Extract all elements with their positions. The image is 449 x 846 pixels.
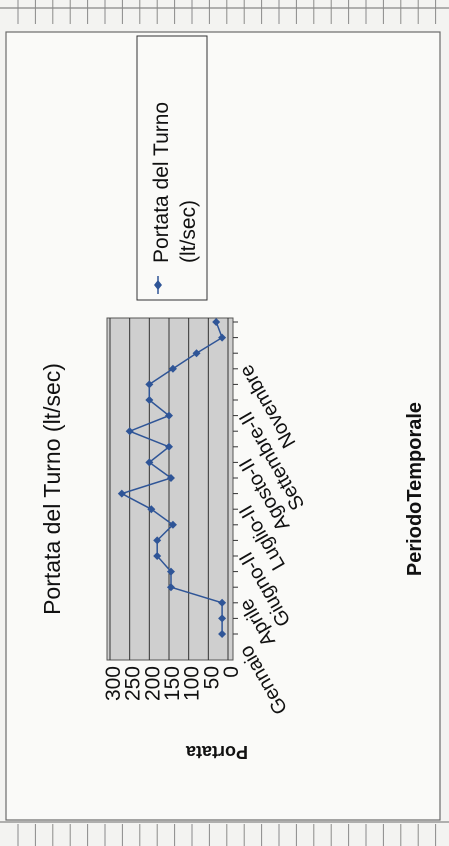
data-point — [153, 552, 162, 560]
chart-title: Portata del Turno (lt/sec) — [39, 363, 65, 615]
data-point — [166, 583, 175, 592]
gridlines — [109, 318, 229, 660]
y-tick-label: 100 — [181, 666, 204, 701]
y-tick-label: 150 — [161, 666, 184, 701]
data-point — [218, 614, 227, 623]
y-tick-label: 300 — [102, 666, 125, 701]
data-point — [218, 630, 227, 638]
data-point — [218, 333, 227, 342]
legend: Portata del Turno (lt/sec) — [136, 35, 208, 301]
legend-label-line-2: (lt/sec) — [177, 200, 200, 263]
data-point — [166, 474, 175, 482]
data-point — [145, 458, 154, 467]
data-point — [212, 318, 221, 326]
data-point — [145, 380, 154, 389]
data-point — [125, 427, 134, 436]
y-tick-label: 0 — [220, 666, 243, 678]
y-axis-title: Portata — [185, 742, 248, 762]
legend-label-line-1: Portata del Turno — [150, 102, 173, 263]
data-point — [168, 520, 177, 529]
plot-area — [106, 317, 234, 661]
data-point — [117, 489, 126, 498]
x-axis-ticks — [233, 321, 238, 635]
data-point — [165, 411, 173, 420]
data-point — [153, 536, 162, 545]
y-tick-label: 200 — [141, 666, 164, 701]
series-points — [117, 318, 227, 638]
legend-marker-icon — [154, 280, 162, 290]
data-point — [218, 598, 227, 607]
data-point — [168, 364, 177, 373]
data-point — [165, 442, 173, 451]
legend-box — [136, 35, 208, 301]
y-tick-label: 250 — [122, 666, 145, 701]
data-point — [166, 567, 175, 576]
table-edge-ticks — [17, 0, 437, 846]
data-point — [145, 396, 154, 404]
data-point — [147, 505, 156, 514]
x-axis-title: PeriodoTemporale — [404, 402, 426, 576]
legend-label: Portata del Turno (lt/sec) — [150, 96, 200, 263]
data-point — [192, 349, 201, 358]
y-tick-label: 50 — [200, 666, 223, 689]
